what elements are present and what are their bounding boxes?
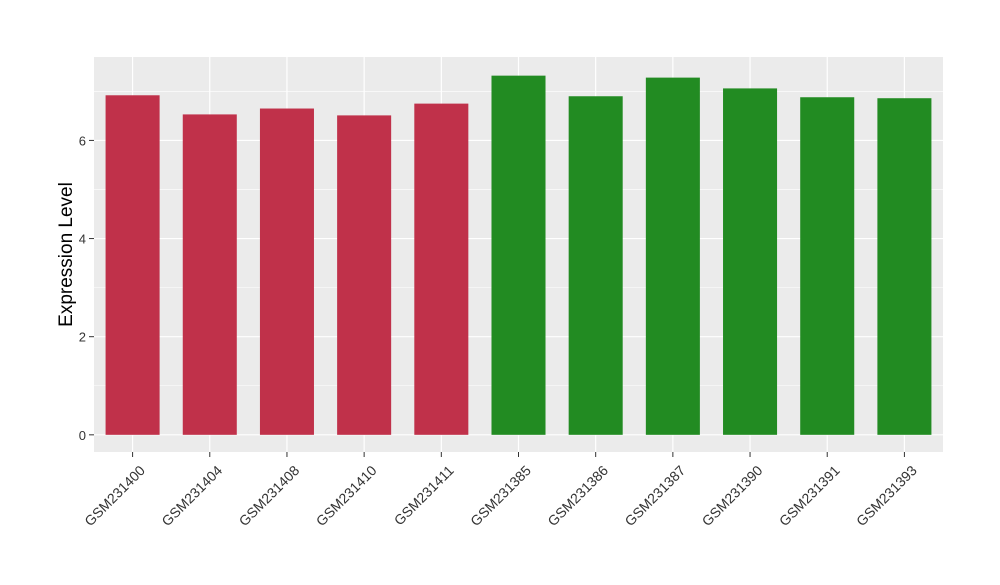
bar-GSM231391 <box>800 97 855 435</box>
bar-GSM231404 <box>182 114 237 435</box>
x-tick-label: GSM231391 <box>776 462 843 529</box>
x-tick-label: GSM231404 <box>158 462 225 529</box>
x-tick-label: GSM231385 <box>467 462 534 529</box>
x-tick-label: GSM231393 <box>853 462 920 529</box>
y-tick-label: 0 <box>79 428 86 443</box>
bar-GSM231411 <box>414 103 469 435</box>
bar-GSM231408 <box>259 108 314 435</box>
bars-group <box>105 75 932 435</box>
y-axis-title: Expression Level <box>56 182 77 327</box>
bar-GSM231387 <box>645 77 700 435</box>
bar-GSM231390 <box>723 88 778 435</box>
x-axis: GSM231400 GSM231404 GSM231408 GSM231410 GSM2… <box>81 452 920 529</box>
x-tick-label: GSM231400 <box>81 462 148 529</box>
bar-GSM231385 <box>491 75 546 435</box>
bar-GSM231393 <box>877 98 932 435</box>
y-tick-label: 4 <box>79 232 86 247</box>
x-tick-label: GSM231410 <box>313 462 380 529</box>
x-tick-label: GSM231387 <box>621 462 688 529</box>
y-tick-label: 6 <box>79 133 86 148</box>
x-tick-label: GSM231408 <box>236 462 303 529</box>
bar-GSM231410 <box>337 115 392 435</box>
x-tick-label: GSM231386 <box>544 462 611 529</box>
bar-GSM231400 <box>105 95 160 435</box>
x-tick-label: GSM231411 <box>391 462 457 528</box>
x-tick-label: GSM231390 <box>699 462 766 529</box>
bar-GSM231386 <box>568 96 623 435</box>
y-tick-label: 2 <box>79 330 86 345</box>
y-axis: 0 2 4 6 <box>79 133 94 443</box>
